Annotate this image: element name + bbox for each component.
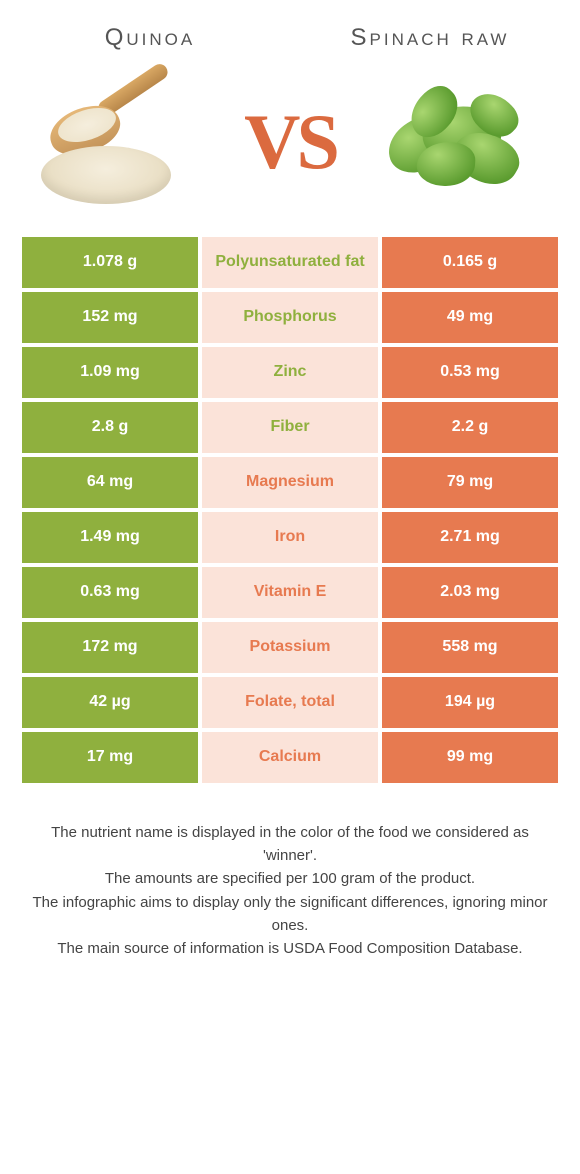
- quinoa-scoop-icon: [33, 72, 203, 212]
- footer-line: The amounts are specified per 100 gram o…: [30, 867, 550, 890]
- table-row: 152 mgPhosphorus49 mg: [20, 290, 560, 345]
- header: Quinoa Spinach raw: [0, 0, 580, 63]
- nutrient-name: Potassium: [200, 620, 380, 675]
- left-value: 0.63 mg: [20, 565, 200, 620]
- nutrient-name: Phosphorus: [200, 290, 380, 345]
- footer-notes: The nutrient name is displayed in the co…: [0, 821, 580, 961]
- right-food-title: Spinach raw: [290, 24, 570, 53]
- left-food-title: Quinoa: [10, 24, 290, 53]
- table-row: 172 mgPotassium558 mg: [20, 620, 560, 675]
- left-value: 172 mg: [20, 620, 200, 675]
- footer-line: The infographic aims to display only the…: [30, 891, 550, 938]
- table-row: 0.63 mgVitamin E2.03 mg: [20, 565, 560, 620]
- left-value: 1.09 mg: [20, 345, 200, 400]
- right-value: 558 mg: [380, 620, 560, 675]
- comparison-table: 1.078 gPolyunsaturated fat0.165 g152 mgP…: [20, 235, 560, 785]
- nutrient-name: Folate, total: [200, 675, 380, 730]
- right-value: 99 mg: [380, 730, 560, 785]
- left-value: 64 mg: [20, 455, 200, 510]
- quinoa-image: [28, 67, 208, 217]
- table-row: 2.8 gFiber2.2 g: [20, 400, 560, 455]
- table-row: 1.078 gPolyunsaturated fat0.165 g: [20, 235, 560, 290]
- right-value: 2.2 g: [380, 400, 560, 455]
- right-value: 0.165 g: [380, 235, 560, 290]
- table-row: 1.09 mgZinc0.53 mg: [20, 345, 560, 400]
- left-value: 1.078 g: [20, 235, 200, 290]
- right-value: 2.03 mg: [380, 565, 560, 620]
- right-value: 194 µg: [380, 675, 560, 730]
- right-value: 0.53 mg: [380, 345, 560, 400]
- nutrient-name: Polyunsaturated fat: [200, 235, 380, 290]
- left-value: 2.8 g: [20, 400, 200, 455]
- left-value: 17 mg: [20, 730, 200, 785]
- nutrient-name: Iron: [200, 510, 380, 565]
- nutrient-name: Fiber: [200, 400, 380, 455]
- spinach-leaves-icon: [377, 82, 547, 202]
- images-row: VS: [0, 63, 580, 235]
- right-value: 79 mg: [380, 455, 560, 510]
- right-value: 2.71 mg: [380, 510, 560, 565]
- table-row: 1.49 mgIron2.71 mg: [20, 510, 560, 565]
- footer-line: The main source of information is USDA F…: [30, 937, 550, 960]
- left-value: 42 µg: [20, 675, 200, 730]
- nutrient-name: Vitamin E: [200, 565, 380, 620]
- vs-label: VS: [244, 97, 336, 187]
- table-row: 64 mgMagnesium79 mg: [20, 455, 560, 510]
- nutrient-name: Magnesium: [200, 455, 380, 510]
- left-value: 1.49 mg: [20, 510, 200, 565]
- right-value: 49 mg: [380, 290, 560, 345]
- spinach-image: [372, 67, 552, 217]
- left-value: 152 mg: [20, 290, 200, 345]
- table-row: 17 mgCalcium99 mg: [20, 730, 560, 785]
- table-row: 42 µgFolate, total194 µg: [20, 675, 560, 730]
- nutrient-name: Calcium: [200, 730, 380, 785]
- nutrient-name: Zinc: [200, 345, 380, 400]
- footer-line: The nutrient name is displayed in the co…: [30, 821, 550, 868]
